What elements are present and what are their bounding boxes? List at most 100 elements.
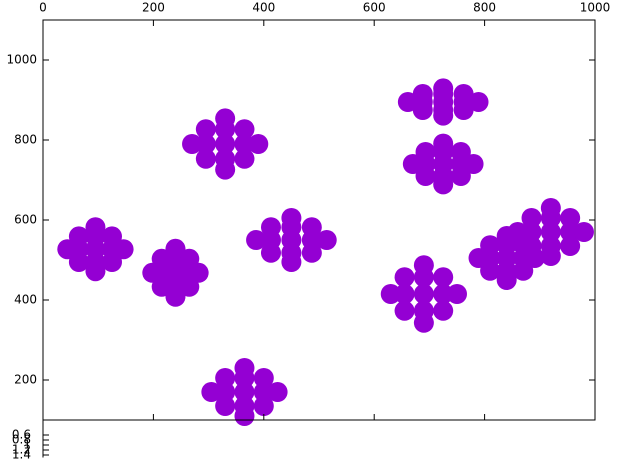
point xyxy=(234,134,255,154)
point xyxy=(521,222,542,242)
y-tick-label: 1000 xyxy=(6,53,37,67)
y-tick-label: 1.2 xyxy=(12,443,31,457)
point xyxy=(165,238,186,259)
point xyxy=(234,148,255,169)
point xyxy=(573,222,594,242)
plot-border xyxy=(42,19,596,421)
point xyxy=(468,248,489,268)
point xyxy=(433,105,454,126)
point xyxy=(433,284,454,304)
point xyxy=(102,226,122,247)
point xyxy=(496,270,517,290)
point xyxy=(540,222,561,242)
point xyxy=(234,406,255,426)
point xyxy=(215,108,236,129)
point xyxy=(450,166,471,186)
point xyxy=(480,235,501,256)
point xyxy=(413,255,434,276)
point xyxy=(165,286,186,307)
point xyxy=(301,242,322,263)
point xyxy=(413,312,434,333)
point xyxy=(450,142,471,162)
point xyxy=(215,368,236,388)
point xyxy=(433,300,454,321)
point xyxy=(267,382,288,402)
point xyxy=(281,208,302,228)
point xyxy=(507,222,528,242)
x-tick-label: 0 xyxy=(39,1,47,15)
point xyxy=(215,382,236,402)
point xyxy=(182,134,203,154)
y-tick-label: 200 xyxy=(14,373,37,387)
point xyxy=(513,260,534,281)
point xyxy=(433,174,454,195)
point xyxy=(380,284,401,304)
y-tick-label: 1.4 xyxy=(12,448,31,462)
point xyxy=(68,226,89,247)
point xyxy=(301,217,322,238)
point xyxy=(215,159,236,180)
point xyxy=(201,382,222,402)
y-tick-label: 600 xyxy=(14,213,37,227)
point xyxy=(463,154,484,174)
point xyxy=(394,300,415,321)
point xyxy=(260,242,281,263)
y-tick-label: 1 xyxy=(23,438,31,452)
point xyxy=(215,134,236,154)
point xyxy=(415,142,436,162)
y-tick-label: 0.6 xyxy=(12,428,31,442)
point xyxy=(188,262,209,283)
point xyxy=(248,134,269,154)
point xyxy=(195,119,216,140)
point xyxy=(397,92,418,112)
point xyxy=(540,246,561,266)
y-tick-label: 400 xyxy=(14,293,37,307)
point xyxy=(412,84,433,104)
x-tick-label: 800 xyxy=(473,1,496,15)
point xyxy=(521,208,542,228)
point xyxy=(447,284,467,304)
point xyxy=(165,262,186,283)
point xyxy=(394,267,415,288)
point xyxy=(179,248,200,269)
point xyxy=(85,217,106,238)
point xyxy=(316,230,337,250)
point xyxy=(179,276,200,297)
point xyxy=(540,198,561,218)
x-tick-label: 600 xyxy=(363,1,386,15)
point xyxy=(215,396,236,416)
point xyxy=(412,100,433,120)
point xyxy=(234,382,255,402)
point xyxy=(453,84,474,104)
point xyxy=(453,100,474,120)
point xyxy=(57,239,78,260)
point xyxy=(102,252,122,272)
point xyxy=(413,284,434,304)
point xyxy=(433,78,454,99)
point xyxy=(85,261,106,282)
y-tick-label: 0.8 xyxy=(12,433,31,447)
point xyxy=(234,358,255,378)
point xyxy=(521,236,542,256)
x-tick-label: 400 xyxy=(252,1,275,15)
point xyxy=(480,260,501,281)
point xyxy=(253,396,274,416)
point xyxy=(113,239,134,260)
point xyxy=(415,166,436,186)
point xyxy=(433,133,454,154)
point xyxy=(68,252,89,272)
point xyxy=(246,230,267,250)
point xyxy=(151,248,172,269)
point xyxy=(402,154,423,174)
point xyxy=(394,284,415,304)
point xyxy=(560,222,581,242)
point xyxy=(142,262,163,283)
point xyxy=(253,382,274,402)
point xyxy=(151,276,172,297)
point xyxy=(281,252,302,272)
point xyxy=(468,92,489,112)
point xyxy=(234,119,255,140)
x-tick-label: 1000 xyxy=(580,1,611,15)
point xyxy=(260,217,281,238)
